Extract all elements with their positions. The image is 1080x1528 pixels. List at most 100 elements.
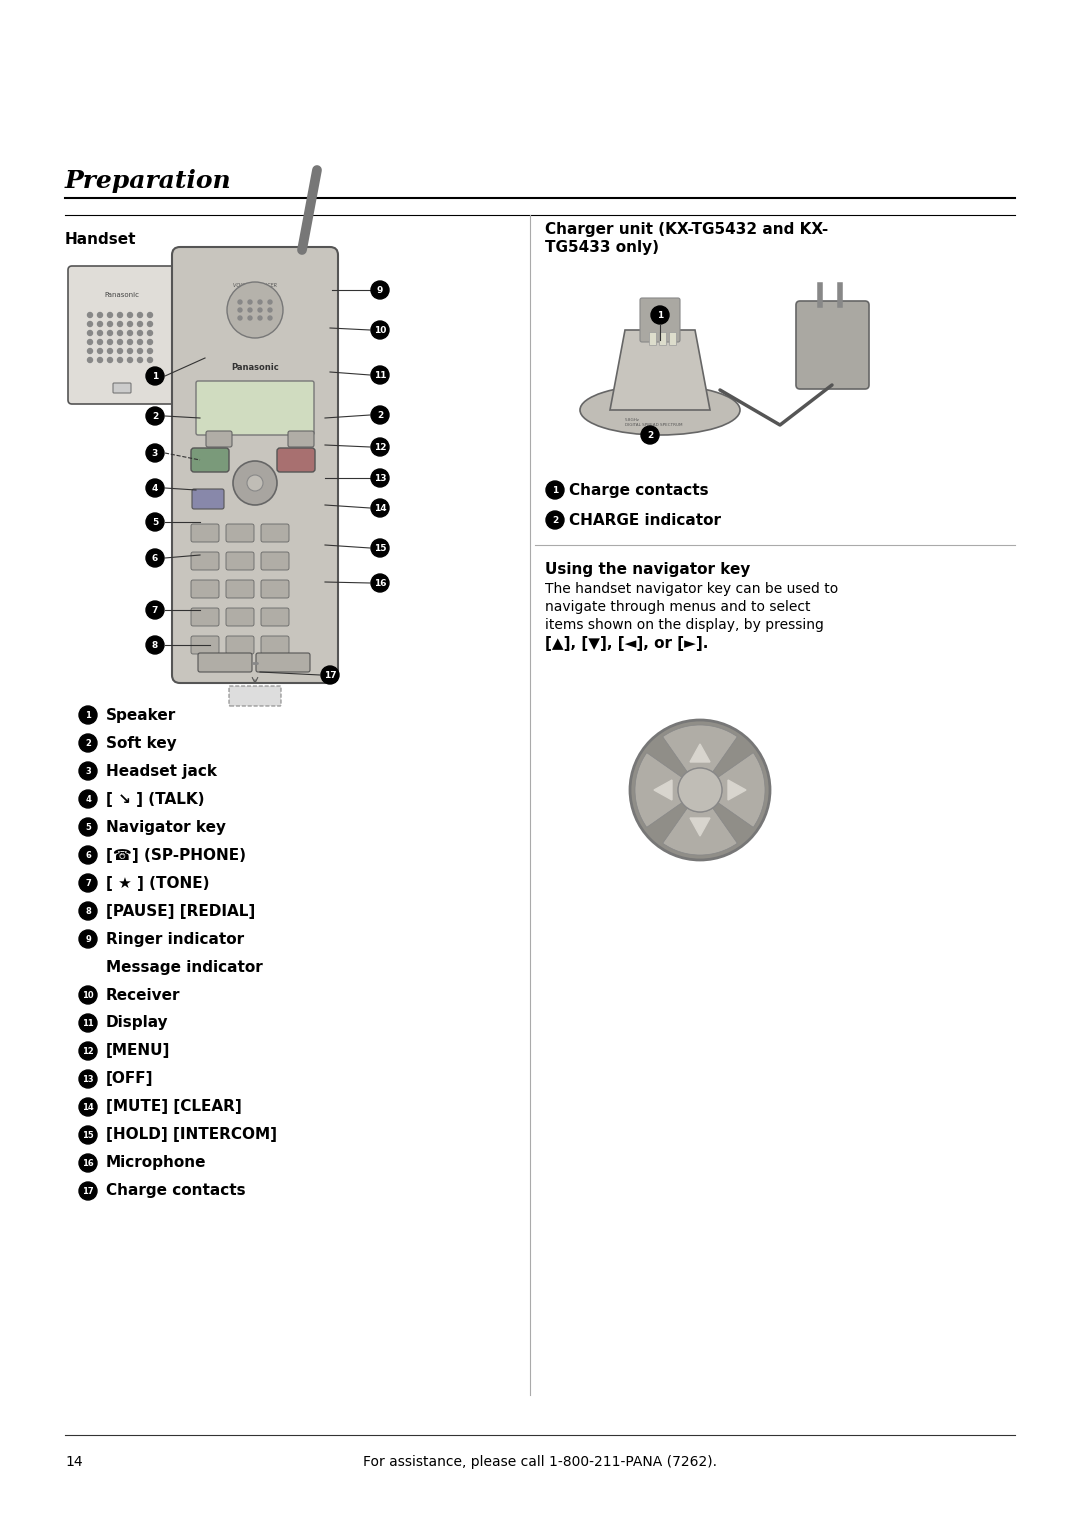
Circle shape — [79, 986, 97, 1004]
Circle shape — [118, 321, 122, 327]
Polygon shape — [610, 330, 710, 410]
Circle shape — [79, 762, 97, 779]
Text: 1: 1 — [552, 486, 558, 495]
Text: 13: 13 — [374, 474, 387, 483]
Circle shape — [79, 1154, 97, 1172]
Text: 2: 2 — [552, 515, 558, 524]
FancyBboxPatch shape — [172, 248, 338, 683]
Circle shape — [651, 306, 669, 324]
Circle shape — [79, 931, 97, 947]
Text: Handset: Handset — [65, 232, 136, 248]
Text: 14: 14 — [82, 1103, 94, 1111]
Circle shape — [97, 358, 103, 362]
Circle shape — [137, 339, 143, 344]
Circle shape — [146, 636, 164, 654]
Circle shape — [372, 500, 389, 516]
Text: 2: 2 — [152, 411, 158, 420]
Text: 13: 13 — [82, 1074, 94, 1083]
Circle shape — [108, 321, 112, 327]
Text: 16: 16 — [82, 1158, 94, 1167]
Circle shape — [127, 321, 133, 327]
Circle shape — [227, 283, 283, 338]
Circle shape — [79, 706, 97, 724]
Circle shape — [146, 601, 164, 619]
FancyBboxPatch shape — [191, 552, 219, 570]
Text: Microphone: Microphone — [106, 1155, 206, 1170]
Text: 1: 1 — [152, 371, 158, 380]
Circle shape — [79, 733, 97, 752]
FancyBboxPatch shape — [191, 448, 229, 472]
Circle shape — [268, 309, 272, 312]
Circle shape — [118, 348, 122, 353]
Circle shape — [108, 358, 112, 362]
FancyBboxPatch shape — [191, 524, 219, 542]
FancyBboxPatch shape — [649, 333, 657, 345]
Circle shape — [630, 720, 770, 860]
Circle shape — [146, 513, 164, 532]
Circle shape — [97, 339, 103, 344]
Text: TG5433 only): TG5433 only) — [545, 240, 659, 255]
Circle shape — [238, 316, 242, 319]
FancyBboxPatch shape — [261, 608, 289, 626]
Circle shape — [79, 1042, 97, 1060]
Wedge shape — [635, 753, 681, 827]
Circle shape — [118, 339, 122, 344]
FancyBboxPatch shape — [68, 266, 176, 403]
Text: 8: 8 — [85, 906, 91, 915]
Circle shape — [79, 874, 97, 892]
Circle shape — [118, 358, 122, 362]
Text: 5: 5 — [152, 518, 158, 527]
Circle shape — [108, 339, 112, 344]
Circle shape — [372, 281, 389, 299]
Circle shape — [678, 769, 723, 811]
Text: 6: 6 — [85, 851, 91, 859]
Text: Speaker: Speaker — [106, 707, 176, 723]
Circle shape — [268, 316, 272, 319]
Text: [ ↘ ] (TALK): [ ↘ ] (TALK) — [106, 792, 204, 807]
Text: [HOLD] [INTERCOM]: [HOLD] [INTERCOM] — [106, 1128, 276, 1143]
Text: 1: 1 — [657, 310, 663, 319]
Circle shape — [248, 299, 252, 304]
Text: 1: 1 — [85, 711, 91, 720]
Circle shape — [546, 510, 564, 529]
FancyBboxPatch shape — [796, 301, 869, 390]
Text: 15: 15 — [82, 1131, 94, 1140]
Text: Headset jack: Headset jack — [106, 764, 217, 778]
Text: Preparation: Preparation — [65, 170, 231, 193]
FancyBboxPatch shape — [256, 652, 310, 672]
Text: 3: 3 — [152, 449, 158, 457]
Circle shape — [118, 330, 122, 336]
FancyBboxPatch shape — [226, 524, 254, 542]
Text: Display: Display — [106, 1016, 168, 1030]
Circle shape — [87, 330, 93, 336]
Text: For assistance, please call 1-800-211-PANA (7262).: For assistance, please call 1-800-211-PA… — [363, 1455, 717, 1468]
Circle shape — [372, 439, 389, 455]
Circle shape — [127, 330, 133, 336]
Circle shape — [321, 666, 339, 685]
Circle shape — [137, 330, 143, 336]
Wedge shape — [663, 808, 738, 856]
Polygon shape — [690, 817, 710, 836]
Polygon shape — [690, 744, 710, 762]
Text: [MENU]: [MENU] — [106, 1044, 171, 1059]
Circle shape — [146, 367, 164, 385]
Circle shape — [148, 358, 152, 362]
Text: Charge contacts: Charge contacts — [106, 1184, 245, 1198]
Circle shape — [148, 330, 152, 336]
FancyBboxPatch shape — [195, 380, 314, 435]
Circle shape — [248, 309, 252, 312]
Circle shape — [108, 313, 112, 318]
FancyBboxPatch shape — [660, 333, 666, 345]
Text: 3: 3 — [85, 767, 91, 776]
Circle shape — [79, 1126, 97, 1144]
Text: 11: 11 — [374, 370, 387, 379]
Circle shape — [118, 313, 122, 318]
Text: VOICE ENHANCER: VOICE ENHANCER — [233, 283, 276, 287]
Circle shape — [148, 321, 152, 327]
Text: 5: 5 — [85, 822, 91, 831]
Text: [OFF]: [OFF] — [106, 1071, 153, 1086]
Text: 5.8GHz
DIGITAL SPREAD SPECTRUM: 5.8GHz DIGITAL SPREAD SPECTRUM — [625, 419, 683, 426]
Wedge shape — [718, 753, 765, 827]
Circle shape — [248, 316, 252, 319]
Circle shape — [87, 313, 93, 318]
